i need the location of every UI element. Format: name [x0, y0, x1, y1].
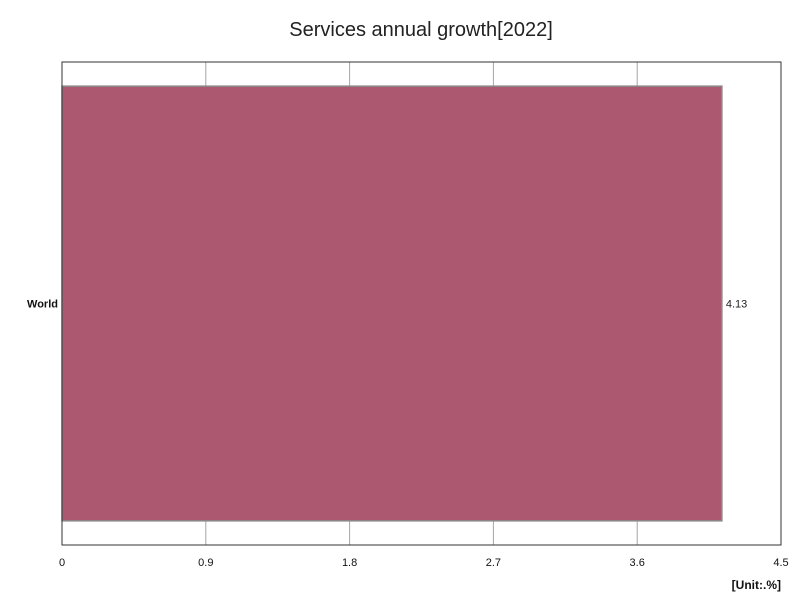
bars — [61, 85, 723, 522]
plot-frame — [61, 61, 782, 546]
x-tick-label: 0 — [59, 557, 65, 569]
value-label: 4.13 — [726, 299, 747, 311]
x-tick-label: 0.9 — [198, 557, 213, 569]
bar-world — [61, 85, 723, 522]
x-tick-label: 1.8 — [342, 557, 357, 569]
data-labels: 4.13 — [726, 299, 747, 311]
x-axis-ticks: 0 0.9 1.8 2.7 3.6 4.5 — [59, 557, 789, 569]
x-tick-label: 2.7 — [486, 557, 501, 569]
y-axis-categories: World — [27, 299, 58, 311]
chart-title: Services annual growth[2022] — [289, 19, 553, 41]
x-tick-label: 4.5 — [773, 557, 788, 569]
x-tick-label: 3.6 — [630, 557, 645, 569]
unit-label: [Unit:.%] — [732, 578, 781, 592]
category-label: World — [27, 299, 58, 311]
